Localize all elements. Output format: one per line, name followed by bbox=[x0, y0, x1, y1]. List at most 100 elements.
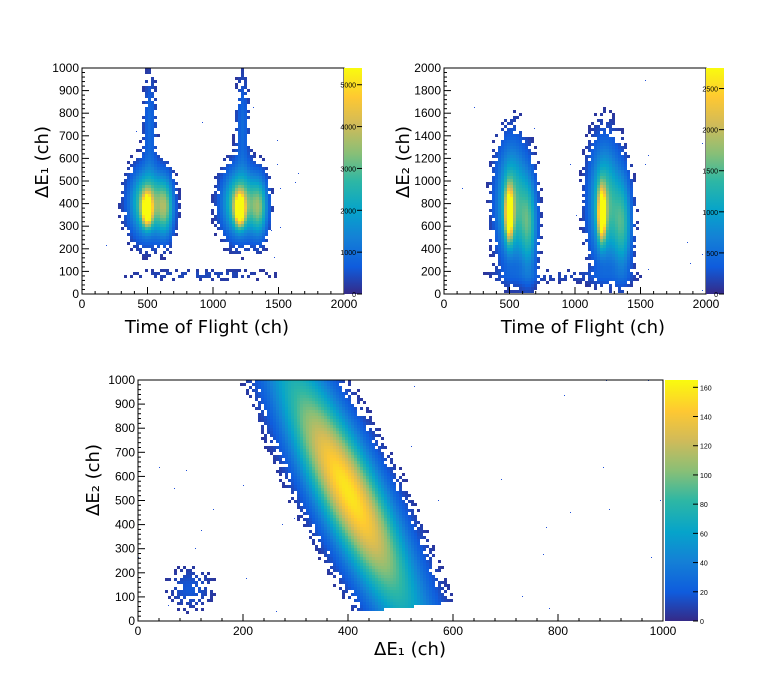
heatmap-cell bbox=[588, 173, 591, 176]
heatmap-cell bbox=[354, 452, 357, 455]
heatmap-cell bbox=[186, 593, 189, 596]
heatmap-cell bbox=[621, 236, 624, 239]
heatmap-cell bbox=[351, 575, 354, 578]
heatmap-cell bbox=[121, 197, 124, 200]
heatmap-cell bbox=[270, 425, 273, 428]
heatmap-cell bbox=[297, 401, 300, 404]
heatmap-cell bbox=[285, 410, 288, 413]
heatmap-cell bbox=[528, 212, 531, 215]
heatmap-cell bbox=[256, 191, 259, 194]
heatmap-cell bbox=[588, 272, 591, 275]
heatmap-cell bbox=[519, 197, 522, 200]
heatmap-cell bbox=[513, 212, 516, 215]
heatmap-cell bbox=[312, 467, 315, 470]
heatmap-cell bbox=[597, 182, 600, 185]
heatmap-cell bbox=[139, 242, 142, 245]
heatmap-cell bbox=[528, 239, 531, 242]
heatmap-cell bbox=[306, 413, 309, 416]
heatmap-cell bbox=[336, 383, 339, 386]
heatmap-cell bbox=[264, 446, 267, 449]
heatmap-cell bbox=[588, 170, 591, 173]
heatmap-cell bbox=[121, 200, 124, 203]
heatmap-cell bbox=[312, 533, 315, 536]
heatmap-cell bbox=[501, 242, 504, 245]
heatmap-cell bbox=[342, 500, 345, 503]
heatmap-cell bbox=[612, 260, 615, 263]
heatmap-cell bbox=[148, 149, 151, 152]
heatmap-cell bbox=[315, 407, 318, 410]
heatmap-cell bbox=[609, 188, 612, 191]
heatmap-cell bbox=[192, 566, 195, 569]
heatmap-cell bbox=[250, 194, 253, 197]
heatmap-cell bbox=[145, 191, 148, 194]
heatmap-cell bbox=[612, 272, 615, 275]
panel-de1-de2: 0 200 400 600 800 100001002003004005006007008… bbox=[83, 373, 712, 660]
heatmap-cell bbox=[342, 581, 345, 584]
heatmap-cell bbox=[139, 188, 142, 191]
heatmap-cell bbox=[603, 266, 606, 269]
heatmap-cell bbox=[606, 176, 609, 179]
heatmap-cell bbox=[163, 176, 166, 179]
heatmap-cell bbox=[139, 224, 142, 227]
heatmap-cell bbox=[324, 551, 327, 554]
heatmap-cell bbox=[591, 134, 594, 137]
heatmap-cell bbox=[615, 173, 618, 176]
heatmap-cell bbox=[621, 146, 624, 149]
heatmap-cell bbox=[498, 251, 501, 254]
heatmap-cell bbox=[279, 419, 282, 422]
heatmap-cell bbox=[321, 473, 324, 476]
heatmap-cell bbox=[612, 263, 615, 266]
heatmap-cell bbox=[513, 218, 516, 221]
heatmap-cell bbox=[342, 404, 345, 407]
heatmap-cell bbox=[265, 173, 268, 176]
heatmap-cell bbox=[609, 164, 612, 167]
heatmap-cell bbox=[282, 398, 285, 401]
heatmap-cell bbox=[585, 176, 588, 179]
heatmap-cell bbox=[621, 272, 624, 275]
heatmap-cell bbox=[232, 191, 235, 194]
heatmap-cell bbox=[133, 209, 136, 212]
heatmap-cell bbox=[612, 149, 615, 152]
heatmap-cell bbox=[288, 464, 291, 467]
heatmap-cell bbox=[285, 467, 288, 470]
heatmap-cell bbox=[588, 209, 591, 212]
heatmap-cell bbox=[244, 209, 247, 212]
heatmap-cell bbox=[160, 239, 163, 242]
heatmap-cell bbox=[633, 200, 636, 203]
heatmap-cell bbox=[513, 251, 516, 254]
heatmap-cell bbox=[333, 446, 336, 449]
heatmap-cell bbox=[534, 245, 537, 248]
heatmap-cell bbox=[594, 269, 597, 272]
heatmap-cell bbox=[351, 512, 354, 515]
heatmap-cell bbox=[297, 428, 300, 431]
heatmap-cell bbox=[279, 428, 282, 431]
heatmap-cell bbox=[351, 530, 354, 533]
x-tick-label: 0 bbox=[441, 297, 448, 311]
heatmap-cell bbox=[336, 413, 339, 416]
heatmap-cell bbox=[537, 275, 540, 278]
heatmap-cell bbox=[306, 455, 309, 458]
heatmap-cell bbox=[136, 158, 139, 161]
heatmap-cell bbox=[315, 494, 318, 497]
heatmap-cell bbox=[324, 509, 327, 512]
heatmap-cell bbox=[519, 194, 522, 197]
heatmap-cell bbox=[591, 206, 594, 209]
heatmap-cell bbox=[531, 236, 534, 239]
heatmap-cell bbox=[148, 233, 151, 236]
heatmap-cell bbox=[534, 266, 537, 269]
heatmap-cell bbox=[531, 194, 534, 197]
heatmap-cell bbox=[169, 218, 172, 221]
heatmap-cell bbox=[136, 215, 139, 218]
heatmap-cell bbox=[357, 524, 360, 527]
heatmap-cell bbox=[516, 281, 519, 284]
heatmap-cell bbox=[294, 395, 297, 398]
heatmap-cell bbox=[507, 131, 510, 134]
heatmap-cell bbox=[348, 467, 351, 470]
heatmap-cell bbox=[519, 161, 522, 164]
heatmap-cell bbox=[354, 440, 357, 443]
heatmap-cell bbox=[264, 398, 267, 401]
heatmap-cell bbox=[624, 284, 627, 287]
heatmap-cell bbox=[160, 176, 163, 179]
heatmap-cell bbox=[609, 191, 612, 194]
heatmap-cell bbox=[256, 194, 259, 197]
